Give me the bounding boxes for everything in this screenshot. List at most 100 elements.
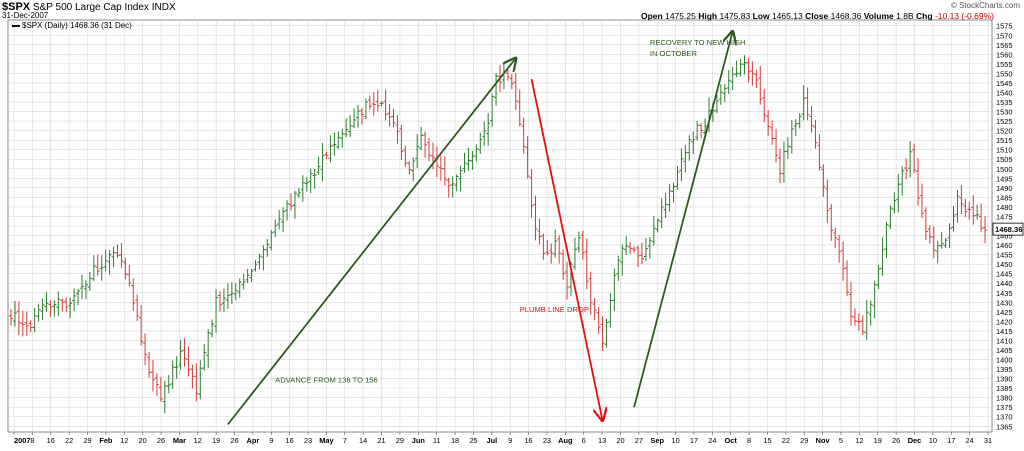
y-tick-label: 1575	[996, 22, 1012, 31]
y-tick-label: 1450	[996, 260, 1012, 269]
x-tick-label: 10	[671, 436, 679, 445]
y-tick-label: 1500	[996, 165, 1012, 174]
x-tick-label: Nov	[816, 436, 831, 445]
advance-arrow	[227, 58, 516, 425]
high-value: 1475.83	[719, 11, 751, 21]
annotation-recovery2: IN OCTOBER	[650, 49, 698, 58]
x-tick-label: Sep	[650, 436, 664, 445]
x-tick-label: 24	[966, 436, 974, 445]
x-tick-label: 29	[396, 436, 404, 445]
x-tick-label: 29	[800, 436, 808, 445]
x-tick-label: Dec	[908, 436, 922, 445]
x-tick-label: 19	[212, 436, 220, 445]
y-tick-label: 1520	[996, 127, 1012, 136]
y-tick-label: 1400	[996, 356, 1012, 365]
y-tick-label: 1540	[996, 88, 1012, 97]
x-tick-label: 23	[543, 436, 551, 445]
x-tick-label: 16	[524, 436, 532, 445]
y-tick-label: 1545	[996, 79, 1012, 88]
y-tick-label: 1510	[996, 146, 1012, 155]
x-tick-label: 9	[508, 436, 512, 445]
y-tick-label: 1395	[996, 365, 1012, 374]
recovery-arrow	[633, 31, 733, 408]
y-tick-label: 1530	[996, 108, 1012, 117]
high-label: High	[698, 11, 718, 21]
x-tick-label: 12	[194, 436, 202, 445]
volume-label: Volume	[863, 11, 894, 21]
stockcharts-watermark: © StockCharts.com	[950, 1, 1020, 10]
y-tick-label: 1505	[996, 155, 1012, 164]
x-tick-label: 19	[874, 436, 882, 445]
x-tick-label: 20	[139, 436, 147, 445]
x-tick-label: 11	[433, 436, 441, 445]
last-price-label: 1468.36	[995, 225, 1022, 234]
x-tick-label: 10	[929, 436, 937, 445]
x-tick-label: Feb	[99, 436, 113, 445]
x-tick-label: 24	[708, 436, 716, 445]
y-tick-label: 1555	[996, 60, 1012, 69]
y-tick-label: 1375	[996, 403, 1012, 412]
legend: $SPX (Daily) 1468.36 (31 Dec)	[12, 21, 132, 30]
x-tick-label: Jul	[486, 436, 497, 445]
x-tick-label: 25	[469, 436, 477, 445]
last-price-box	[992, 222, 1024, 236]
x-tick-label: Mar	[173, 436, 186, 445]
symbol-title: $SPX S&P 500 Large Cap Index INDX	[2, 1, 176, 13]
annotation-recovery1: RECOVERY TO NEW HIGH	[650, 38, 746, 47]
y-tick-label: 1390	[996, 375, 1012, 384]
x-tick-label: 13	[598, 436, 606, 445]
x-tick-label: Aug	[558, 436, 573, 445]
y-tick-label: 1475	[996, 212, 1012, 221]
x-tick-label: May	[319, 436, 334, 445]
x-tick-label: 26	[230, 436, 238, 445]
y-tick-label: 1465	[996, 232, 1012, 241]
chart-date: 31-Dec-2007	[2, 11, 49, 20]
close-value: 1468.36	[830, 11, 862, 21]
x-tick-label: 16	[47, 436, 55, 445]
y-tick-label: 1425	[996, 308, 1012, 317]
x-tick-label: 8	[747, 436, 751, 445]
x-tick-label: 27	[635, 436, 643, 445]
chg-value: -10.13 (-0.69%)	[934, 11, 994, 21]
y-tick-label: 1415	[996, 327, 1012, 336]
ohlc-summary: Open 1475.25 High 1475.83 Low 1465.13 Cl…	[641, 11, 994, 21]
y-tick-label: 1435	[996, 289, 1012, 298]
x-tick-label: 7	[343, 436, 347, 445]
y-tick-label: 1570	[996, 31, 1012, 40]
x-tick-label: Oct	[725, 436, 738, 445]
low-label: Low	[752, 11, 770, 21]
x-tick-label: 2007	[14, 436, 30, 445]
y-tick-label: 1385	[996, 384, 1012, 393]
x-tick-label: 21	[377, 436, 385, 445]
y-tick-label: 1495	[996, 174, 1012, 183]
legend-text: $SPX (Daily) 1468.36 (31 Dec)	[22, 21, 132, 30]
x-tick-label: 26	[157, 436, 165, 445]
x-tick-label: 16	[286, 436, 294, 445]
y-tick-label: 1370	[996, 413, 1012, 422]
x-tick-label: 17	[947, 436, 955, 445]
x-tick-label: 22	[65, 436, 73, 445]
x-tick-label: 8	[30, 436, 34, 445]
x-tick-label: 12	[120, 436, 128, 445]
x-tick-label: 15	[763, 436, 771, 445]
open-value: 1475.25	[665, 11, 696, 21]
low-value: 1465.13	[771, 11, 803, 21]
y-tick-label: 1490	[996, 184, 1012, 193]
annotation-advance: ADVANCE FROM 136 TO 156	[275, 375, 378, 384]
y-tick-label: 1485	[996, 193, 1012, 202]
symbol: $SPX	[2, 1, 31, 13]
y-tick-label: 1445	[996, 270, 1012, 279]
y-tick-label: 1455	[996, 251, 1012, 260]
legend-swatch	[12, 24, 20, 27]
x-tick-label: 12	[855, 436, 863, 445]
x-tick-label: Jun	[412, 436, 426, 445]
volume-value: 1.8B	[896, 11, 914, 21]
x-tick-label: 6	[582, 436, 586, 445]
exchange: INDX	[151, 2, 176, 13]
plumb-arrow	[530, 78, 603, 420]
x-tick-label: 31	[984, 436, 992, 445]
y-tick-label: 1365	[996, 422, 1012, 431]
x-tick-label: 23	[304, 436, 312, 445]
